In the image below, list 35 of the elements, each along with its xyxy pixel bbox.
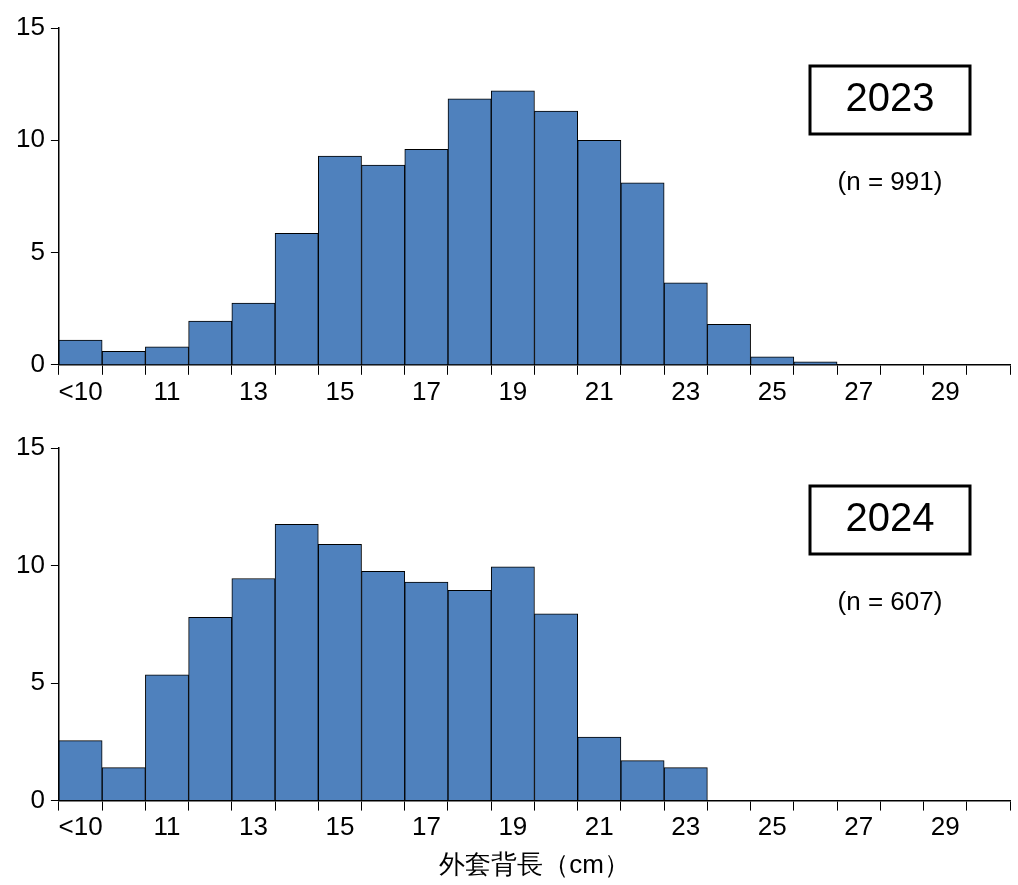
annotation: 2023	[845, 75, 935, 120]
y-tick-label: 15	[16, 11, 45, 42]
x-tick-label: <10	[58, 375, 103, 406]
y-tick-label: 10	[16, 123, 45, 154]
x-tick-label: 19	[498, 375, 528, 406]
x-axis-title: 外套背長（cm）	[439, 848, 630, 879]
x-tick-label: 13	[239, 811, 268, 842]
y-tick-label: 15	[16, 431, 45, 462]
x-tick-label: 27	[844, 375, 874, 406]
x-tick-label: 21	[584, 811, 614, 842]
x-tick-label: 11	[153, 375, 181, 406]
x-tick-label: 29	[930, 375, 960, 406]
x-tick-label: 13	[239, 375, 268, 406]
x-tick-label: 27	[844, 811, 874, 842]
y-tick-label: 5	[30, 235, 45, 266]
x-tick-label: 25	[757, 811, 787, 842]
annotation: (n = 991)	[837, 166, 943, 197]
x-tick-label: 17	[411, 811, 441, 842]
x-tick-label: 15	[325, 375, 355, 406]
y-tick-label: 5	[30, 666, 45, 697]
x-tick-label: 21	[584, 375, 614, 406]
y-tick-label: 0	[30, 347, 45, 378]
x-tick-label: 17	[411, 375, 441, 406]
x-tick-label: 25	[757, 375, 787, 406]
x-tick-label: 23	[671, 811, 701, 842]
x-tick-label: 19	[498, 811, 528, 842]
y-tick-label: 10	[16, 548, 45, 579]
x-tick-label: 23	[671, 375, 701, 406]
annotation: 2024	[845, 495, 935, 540]
x-tick-label: <10	[58, 811, 103, 842]
x-tick-label: 29	[930, 811, 960, 842]
x-tick-label: 15	[325, 811, 355, 842]
annotation: (n = 607)	[837, 586, 943, 617]
x-tick-label: 11	[153, 811, 181, 842]
y-tick-label: 0	[30, 783, 45, 814]
